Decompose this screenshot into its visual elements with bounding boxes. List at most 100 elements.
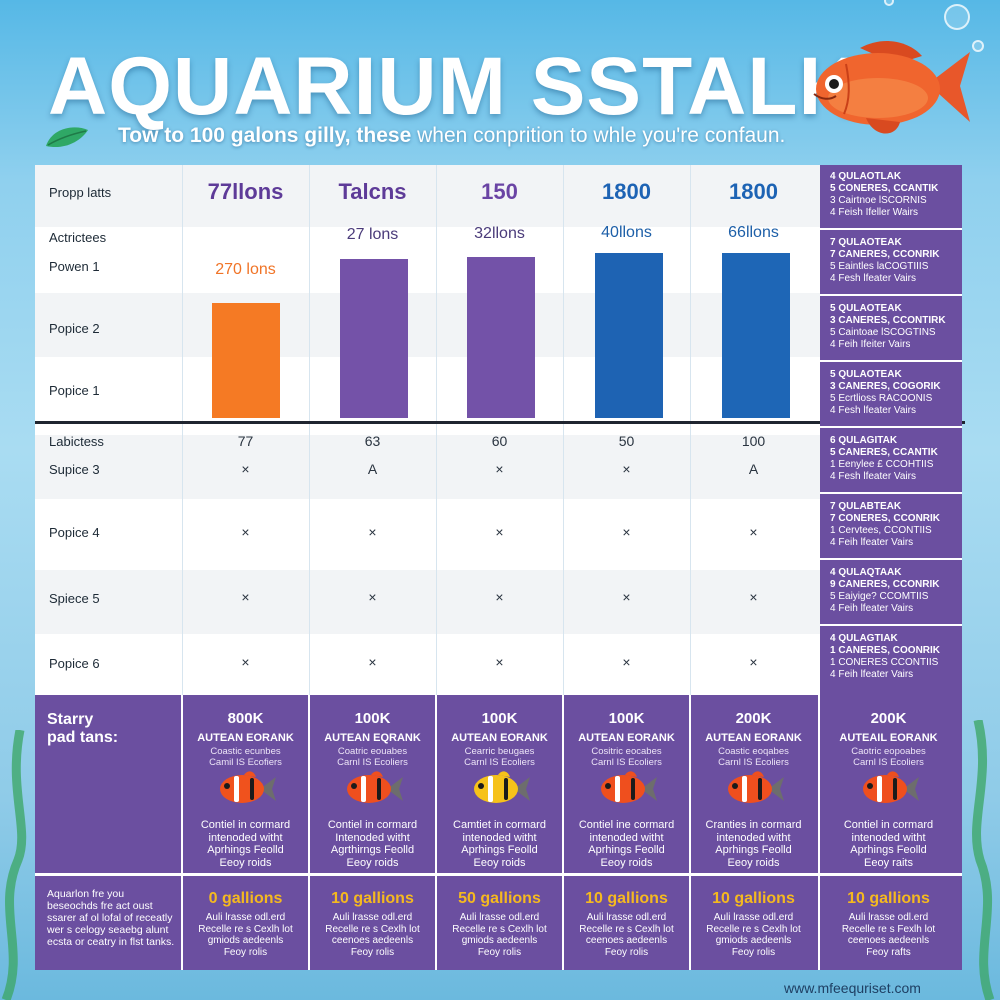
table-mark: A (367, 461, 378, 477)
card-fish-image (825, 769, 952, 809)
card-subtitle: Cositric eocabes Carnl IS Ecoliers (591, 746, 662, 768)
card-gallons-desc: Auli lrasse odl.erd Recelle re s Cexlh lo… (452, 912, 547, 958)
card-fish-image (182, 769, 309, 809)
card-description: Contiel ine cormard intenoded witht Aprhin… (578, 819, 675, 869)
card-price: 800K (227, 710, 264, 727)
table-value: 50 (618, 433, 635, 449)
table-mark: × (749, 589, 758, 605)
card-divider (308, 695, 310, 970)
side-info-cell: 5 QULAOTEAK 3 CANERES, CCONTIRK 5 Caintoae… (820, 297, 962, 362)
subtitle-rest: when conprition to whle you're confaun. (411, 124, 786, 147)
side-info-cell: 4 QULAOTLAK 5 CONERES, CCANTIK 3 Cairtnoe … (820, 165, 962, 230)
side-info-cell: 4 QULAQTAAK 9 CANERES, CCONRIK 5 Eaiyige? … (820, 561, 962, 626)
card-subtitle: Coastic ecunbes Camil IS Ecofiers (209, 746, 282, 768)
table-mark: × (368, 524, 377, 540)
card-description: Contiel in cormard Intenoded witht Agrthir… (327, 819, 418, 869)
bar (595, 253, 663, 418)
hero-fish-image (813, 41, 970, 134)
subtitle-bold: Tow to 100 galons gilly, these (118, 124, 412, 147)
row-label: Popice 6 (49, 656, 100, 671)
card-subtitle: Coastic eoqabes Carnl IS Ecoliers (718, 746, 789, 768)
card-divider (818, 695, 820, 970)
row-label: Popice 2 (49, 321, 100, 336)
table-mark: × (368, 654, 377, 670)
card-name: AUTEAN EORANK (578, 732, 675, 744)
table-mark: × (622, 524, 631, 540)
row-label: Popice 1 (49, 383, 100, 398)
seaweed-left-decoration (1, 730, 27, 1000)
table-mark: × (622, 654, 631, 670)
card-gallons-desc: Auli lrasse odl.erd Recelle re s Cexlh lo… (579, 912, 674, 958)
column-divider (182, 165, 183, 970)
side-info-panel: 4 QULAOTLAK 5 CONERES, CCANTIK 3 Cairtnoe … (820, 165, 962, 695)
bar-label: 27 lons (346, 226, 399, 243)
column-header: 150 (481, 179, 518, 204)
card-row-divider (35, 873, 962, 876)
bubble-decoration (972, 40, 984, 52)
card-subtitle: Caotric eopoabes Carnl IS Ecoliers (851, 746, 926, 768)
card-name: AUTEAN EQRANK (324, 732, 421, 744)
row-label: Powen 1 (49, 259, 100, 274)
card-fish-image (690, 769, 817, 809)
page-title: AQUARIUM SSTALK (48, 41, 859, 132)
card-subtitle: Coatric eouabes Carnl IS Ecoliers (337, 746, 408, 768)
row-label: Propp latts (49, 185, 112, 200)
section-divider (35, 421, 965, 424)
row-band (35, 570, 820, 634)
table-mark: × (622, 589, 631, 605)
table-mark: × (495, 589, 504, 605)
seaweed-right-decoration (972, 720, 995, 1000)
card-gallons-desc: Auli lrasse odl.erd Recelle re s Cexlh lo… (198, 912, 293, 958)
page-subtitle: Tow to 100 galons gilly, these when conp… (118, 124, 818, 148)
card-gallons-desc: Auli lrasse odl.erd Recelle re s Cexlh lo… (706, 912, 801, 958)
card-name: AUTEAIL EORANK (839, 732, 938, 744)
card-description: Cranties in cormard intenoded witht Aprhin… (705, 819, 802, 869)
table-value: 60 (491, 433, 508, 449)
row-label: Supice 3 (49, 462, 100, 477)
bar-label: 32llons (474, 225, 525, 242)
bar-label: 66llons (728, 224, 779, 241)
leaf-icon (46, 127, 88, 148)
card-divider (181, 695, 183, 970)
card-description: Contiel in cormard intenoded witht Aprhing… (843, 819, 934, 869)
side-info-cell: 7 QULAOTEAK 7 CANERES, CCONRIK 5 Eaintles … (820, 231, 962, 296)
row-band (35, 165, 820, 227)
row-label: Labictess (49, 434, 104, 449)
footer-url: www.mfeequriset.com (784, 980, 921, 996)
table-mark: × (368, 589, 377, 605)
card-subtitle: Cearric beugaes Carnl IS Ecoliers (464, 746, 535, 768)
table-mark: × (495, 524, 504, 540)
card-description: Contiel in cormard intenoded witht Aprhing… (200, 819, 291, 869)
comparison-table: Propp latts Actrictees Powen 1 Popice 2 … (35, 165, 965, 970)
table-mark: × (241, 654, 250, 670)
table-value: 77 (237, 433, 254, 449)
card-gallons: 10 gallions (585, 890, 668, 907)
side-info-cell: 5 QULAOTEAK 3 CANERES, COGORIK 5 Ecrtlioss… (820, 363, 962, 428)
column-header: Talcns (338, 179, 407, 204)
card-divider (562, 695, 564, 970)
row-label: Actrictees (49, 230, 107, 245)
card-fish-image (436, 769, 563, 809)
card-price: 200K (870, 710, 907, 727)
card-name: AUTEAN EORANK (705, 732, 802, 744)
side-info-cell: 6 QULAGITAK 5 CANERES, CCANTIK 1 Eenylee £… (820, 429, 962, 494)
bar (340, 259, 408, 418)
bubble-decoration (944, 4, 970, 30)
side-info-cell: 4 QULAGTIAK 1 CANERES, COONRIK 1 CONERES C… (830, 633, 941, 680)
card-gallons: 10 gallions (331, 890, 414, 907)
column-divider (563, 165, 564, 970)
table-mark: × (749, 524, 758, 540)
table-mark: × (495, 654, 504, 670)
card-fish-image (309, 769, 436, 809)
column-divider (309, 165, 310, 970)
column-header: 77llons (207, 179, 284, 204)
card-gallons: 50 gallions (458, 890, 541, 907)
column-header: 1800 (602, 179, 651, 204)
bar-label: 40llons (601, 224, 652, 241)
card-divider (435, 695, 437, 970)
column-divider (436, 165, 437, 970)
row-label: Spiece 5 (49, 591, 100, 606)
table-mark: × (241, 589, 250, 605)
column-divider (690, 165, 691, 970)
table-mark: × (622, 461, 631, 477)
